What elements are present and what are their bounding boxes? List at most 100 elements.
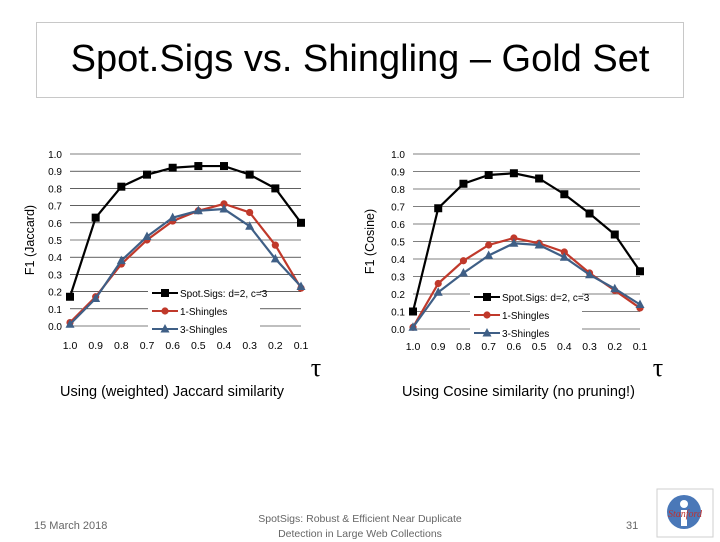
legend-marker	[161, 289, 169, 297]
series-line	[69, 207, 302, 326]
legend-bg	[148, 303, 260, 319]
slide-title: Spot.Sigs vs. Shingling – Gold Set	[70, 38, 650, 80]
y-tick-label: 0.6	[391, 220, 405, 231]
data-point	[459, 257, 468, 265]
x-axis-label: τ	[311, 353, 321, 382]
data-point	[91, 213, 100, 222]
data-point	[459, 179, 468, 188]
y-tick-label: 0.9	[48, 167, 62, 178]
data-point	[485, 241, 493, 249]
data-point	[484, 171, 493, 179]
data-point	[408, 322, 418, 331]
data-point	[409, 307, 417, 316]
legend-bg	[148, 285, 260, 301]
slide-date: 15 March 2018	[34, 520, 108, 532]
title-frame	[36, 22, 684, 98]
legend-label: 1-Shingles	[180, 307, 227, 318]
data-point	[270, 253, 280, 263]
logo-text: Stanford	[668, 509, 703, 520]
data-point	[484, 250, 494, 259]
y-tick-label: 1.0	[48, 150, 62, 161]
y-tick-label: 1.0	[391, 150, 405, 161]
data-point	[271, 241, 279, 249]
x-tick-label: 0.7	[481, 341, 496, 353]
y-tick-label: 0.8	[48, 184, 62, 195]
data-point	[458, 268, 468, 277]
y-tick-label: 0.7	[48, 202, 62, 213]
y-tick-label: 0.3	[391, 273, 405, 284]
y-tick-label: 0.1	[391, 308, 405, 319]
y-tick-label: 0.7	[391, 203, 405, 214]
data-point	[271, 184, 280, 193]
y-tick-label: 0.8	[391, 185, 405, 196]
data-point	[296, 281, 306, 290]
y-tick-label: 0.0	[391, 325, 405, 336]
series-line	[411, 172, 641, 312]
data-point	[297, 218, 305, 227]
logo-i-stem	[681, 510, 687, 526]
data-point	[91, 293, 101, 302]
y-tick-label: 0.5	[391, 238, 405, 249]
page-number: 31	[626, 520, 639, 532]
stanford-logo: Stanford	[656, 488, 714, 538]
y-tick-label: 0.9	[391, 168, 405, 179]
data-point	[194, 162, 203, 171]
data-point	[535, 174, 544, 183]
x-tick-label: 0.3	[582, 341, 597, 353]
x-tick-label: 1.0	[406, 341, 421, 353]
data-point	[509, 169, 518, 178]
data-point	[245, 170, 254, 179]
legend-label: Spot.Sigs: d=2, c=3	[502, 293, 590, 304]
data-point	[220, 200, 228, 208]
data-point	[559, 252, 569, 261]
data-point	[636, 267, 644, 276]
y-tick-label: 0.2	[48, 288, 62, 299]
series-line	[412, 242, 641, 328]
legend-label: 1-Shingles	[502, 311, 549, 322]
x-tick-label: 0.4	[557, 341, 572, 353]
y-tick-label: 0.1	[48, 305, 62, 316]
legend-marker	[482, 328, 492, 337]
legend-bg	[470, 289, 582, 305]
data-point	[219, 204, 229, 213]
data-point	[65, 319, 75, 328]
legend-label: Spot.Sigs: d=2, c=3	[180, 289, 268, 300]
data-point	[434, 204, 443, 213]
data-point	[434, 279, 442, 288]
data-point	[246, 208, 254, 217]
data-point	[560, 248, 568, 256]
data-point	[510, 234, 518, 242]
data-point	[509, 238, 519, 247]
y-tick-label: 0.6	[48, 219, 62, 230]
legend-label: 3-Shingles	[180, 325, 227, 336]
data-point	[585, 209, 594, 218]
logo-i-dot	[680, 500, 688, 508]
footer-line-2: Detection in Large Web Collections	[278, 528, 442, 540]
x-tick-label: 0.2	[607, 341, 622, 353]
y-tick-label: 0.4	[391, 255, 405, 266]
data-point	[433, 287, 443, 296]
legend-marker	[483, 293, 491, 301]
y-tick-label: 0.3	[48, 270, 62, 281]
data-point	[143, 170, 151, 179]
x-tick-label: 0.5	[532, 341, 547, 353]
legend-label: 3-Shingles	[502, 329, 549, 340]
x-tick-label: 0.5	[191, 340, 206, 352]
x-tick-label: 0.4	[217, 340, 232, 352]
x-tick-label: 0.1	[294, 340, 309, 352]
x-tick-label: 0.8	[456, 341, 471, 353]
data-point	[585, 269, 595, 279]
legend-bg	[470, 325, 582, 341]
y-tick-label: 0.2	[391, 290, 405, 301]
series-line	[68, 164, 302, 298]
data-point	[142, 231, 152, 241]
data-point	[534, 240, 544, 249]
x-tick-label: 0.6	[507, 341, 522, 353]
data-point	[560, 190, 569, 199]
x-tick-label: 0.7	[140, 340, 155, 352]
y-tick-label: 0.5	[48, 236, 62, 247]
y-tick-label: 0.0	[48, 322, 62, 333]
data-point	[193, 205, 203, 215]
x-axis-label: τ	[653, 353, 663, 382]
